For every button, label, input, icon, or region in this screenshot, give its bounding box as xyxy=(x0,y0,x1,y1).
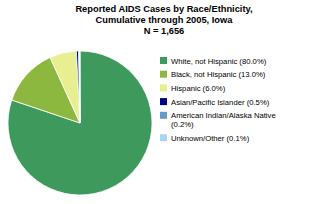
legend-swatch xyxy=(160,112,167,119)
slice xyxy=(8,51,152,195)
legend-label-line: Unknown/Other (0.1%) xyxy=(171,134,250,143)
chart: Reported AIDS Cases by Race/Ethnicity,Cu… xyxy=(0,0,328,204)
legend-item: Black, not Hispanic (13.0%) xyxy=(160,70,266,79)
legend-item: Asian/Pacific Islander (0.5%) xyxy=(160,98,270,107)
legend: White, not Hispanic (80.0%) Black, not Hi… xyxy=(160,57,276,143)
legend-label-line: Asian/Pacific Islander (0.5%) xyxy=(171,98,270,107)
legend-label-line: White, not Hispanic (80.0%) xyxy=(171,57,267,66)
legend-label: Asian/Pacific Islander (0.5%) xyxy=(171,98,270,107)
legend-label-line: Black, not Hispanic (13.0%) xyxy=(171,70,266,79)
title-line: Reported AIDS Cases by Race/Ethnicity, xyxy=(75,4,252,14)
slice xyxy=(50,51,80,123)
legend-item: American Indian/Alaska Native(0.2%) xyxy=(160,111,276,129)
legend-label: Hispanic (6.0%) xyxy=(171,84,226,93)
legend-label: American Indian/Alaska Native(0.2%) xyxy=(171,111,276,129)
legend-swatch xyxy=(160,57,167,64)
legend-item: Unknown/Other (0.1%) xyxy=(160,134,250,143)
legend-label: White, not Hispanic (80.0%) xyxy=(171,57,267,66)
title: Reported AIDS Cases by Race/Ethnicity,Cu… xyxy=(75,4,252,25)
legend-label: Black, not Hispanic (13.0%) xyxy=(171,70,266,79)
legend-swatch xyxy=(160,84,167,91)
legend-item: White, not Hispanic (80.0%) xyxy=(160,57,267,66)
legend-label-line: Hispanic (6.0%) xyxy=(171,84,226,93)
legend-swatch xyxy=(160,71,167,78)
legend-label-line: (0.2%) xyxy=(171,120,194,129)
legend-item: Hispanic (6.0%) xyxy=(160,84,226,93)
slice xyxy=(79,51,80,123)
legend-swatch xyxy=(160,134,167,141)
title-line: Cumulative through 2005, Iowa xyxy=(96,15,234,25)
legend-label-line: American Indian/Alaska Native xyxy=(171,111,276,120)
pie xyxy=(8,51,152,195)
subtitle: N = 1,656 xyxy=(144,26,185,36)
legend-swatch xyxy=(160,98,167,105)
slice xyxy=(76,51,80,123)
legend-label: Unknown/Other (0.1%) xyxy=(171,134,250,143)
slice xyxy=(79,51,80,123)
